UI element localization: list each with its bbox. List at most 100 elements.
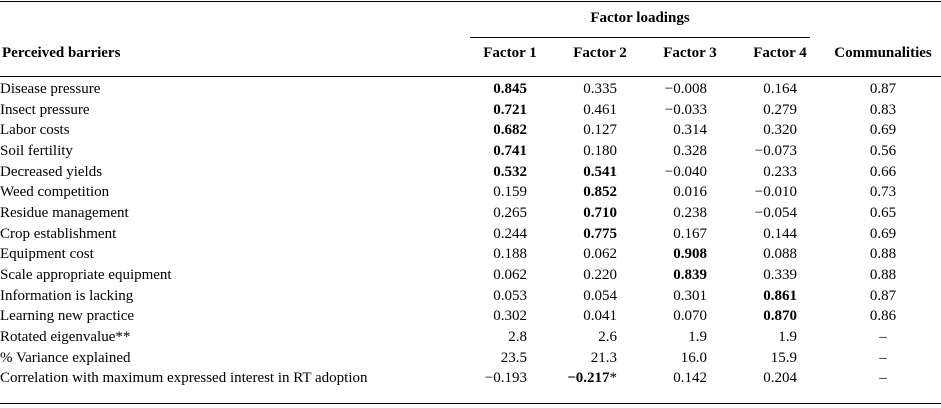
cell-value: 0.845 <box>493 80 527 97</box>
cell-value: 0.852 <box>583 184 617 201</box>
cell: 0.142 <box>673 370 707 387</box>
top-rule <box>0 1 941 2</box>
cell: −0.054 <box>754 204 797 221</box>
cell: – <box>879 370 887 387</box>
cell: 0.220 <box>583 267 617 284</box>
cell: 1.9 <box>688 329 707 346</box>
row-label: Crop establishment <box>0 225 117 242</box>
column-header: Perceived barriers <box>2 45 121 61</box>
table-row: Disease pressure 0.845 0.335 −0.008 0.164 0.8… <box>0 79 941 100</box>
cell-value: 0.721 <box>493 101 527 118</box>
cell: 0.204 <box>763 370 797 387</box>
cell: −0.033 <box>664 101 707 118</box>
bottom-rule <box>0 403 941 404</box>
footnote-mark: * <box>609 370 618 387</box>
cell: 0.87 <box>869 80 897 97</box>
row-label: Soil fertility <box>0 142 73 159</box>
cell: 0.339 <box>763 267 797 284</box>
table-row: Weed competition 0.159 0.852 0.016 −0.010 0.7… <box>0 182 941 203</box>
table-row: Crop establishment 0.244 0.775 0.167 0.144 0.… <box>0 224 941 245</box>
cell: 0.532 <box>465 162 555 183</box>
cell: 0.062 <box>583 246 617 263</box>
cell: 0.88 <box>869 246 897 263</box>
cell: 0.180 <box>583 142 617 159</box>
row-label: Decreased yields <box>0 163 103 180</box>
cell: 0.335 <box>583 80 617 97</box>
row-label: % Variance explained <box>0 349 131 366</box>
row-label: Information is lacking <box>0 287 134 304</box>
column-header: Factor 4 <box>753 45 807 61</box>
cell: 0.301 <box>673 287 707 304</box>
cell-value: 0.775 <box>583 225 617 242</box>
cell: 0.279 <box>763 101 797 118</box>
cell: −0.040 <box>664 163 707 180</box>
row-label: Correlation with maximum expressed inter… <box>0 370 368 387</box>
cell-value: −0.217 <box>567 370 610 387</box>
row-label: Weed competition <box>0 184 110 201</box>
cell-value: 0.682 <box>493 122 527 139</box>
cell: – <box>879 349 887 366</box>
table-row: Residue management 0.265 0.710 0.238 −0.054 0… <box>0 203 941 224</box>
cell: 0.86 <box>869 308 897 325</box>
row-label: Disease pressure <box>0 80 101 97</box>
row-label: Scale appropriate equipment <box>0 267 172 284</box>
table-row: Decreased yields 0.532 0.541 −0.040 0.233 0.6… <box>0 162 941 183</box>
cell: 0.741 <box>465 141 555 162</box>
cell-value: 0.908 <box>673 246 707 263</box>
row-label: Insect pressure <box>0 101 90 118</box>
cell: 0.775 <box>555 224 645 245</box>
column-header: Factor 2 <box>573 45 627 61</box>
cell: 0.127 <box>583 122 617 139</box>
cell: 0.188 <box>493 246 527 263</box>
cell: 0.908 <box>645 245 735 266</box>
cell: – <box>879 329 887 346</box>
cell: 0.710 <box>555 203 645 224</box>
cell: 0.320 <box>763 122 797 139</box>
cell: 0.852 <box>555 182 645 203</box>
table-row: Insect pressure 0.721 0.461 −0.033 0.279 0.83 <box>0 100 941 121</box>
table-row: Learning new practice 0.302 0.041 0.070 0.87… <box>0 307 941 328</box>
table-row: Equipment cost 0.188 0.062 0.908 0.088 0.88 <box>0 245 941 266</box>
cell: 2.6 <box>598 329 617 346</box>
column-header: Communalities <box>834 45 932 61</box>
cell: 21.3 <box>590 349 617 366</box>
cell: 0.56 <box>869 142 897 159</box>
cell: 0.054 <box>583 287 617 304</box>
cell: 0.541 <box>555 162 645 183</box>
cell: 0.845 <box>465 79 555 100</box>
cell: 0.682 <box>465 120 555 141</box>
cell: 0.314 <box>673 122 707 139</box>
cell: 0.070 <box>673 308 707 325</box>
cell: 1.9 <box>778 329 797 346</box>
cell: −0.193 <box>484 370 527 387</box>
cell: 0.65 <box>869 204 897 221</box>
header-rule <box>0 76 941 77</box>
cell: −0.217* <box>555 369 645 390</box>
row-label: Learning new practice <box>0 308 135 325</box>
cell: 0.062 <box>493 267 527 284</box>
cell-value: 0.532 <box>493 163 527 180</box>
table-row: % Variance explained 23.5 21.3 16.0 15.9 – <box>0 348 941 369</box>
cell: 16.0 <box>680 349 707 366</box>
cell: 0.088 <box>763 246 797 263</box>
cell: 0.167 <box>673 225 707 242</box>
cell: 0.721 <box>465 100 555 121</box>
cell: −0.073 <box>754 142 797 159</box>
cell: 0.016 <box>673 184 707 201</box>
cell: 0.83 <box>869 101 897 118</box>
row-label: Labor costs <box>0 122 70 139</box>
cell-value: 0.541 <box>583 163 617 180</box>
cell: 0.144 <box>763 225 797 242</box>
cell: 0.244 <box>493 225 527 242</box>
cell: 0.69 <box>869 122 897 139</box>
cell: 15.9 <box>770 349 797 366</box>
cell-value: 0.870 <box>763 308 797 325</box>
row-label: Equipment cost <box>0 246 94 263</box>
cell: 0.73 <box>869 184 897 201</box>
row-label: Rotated eigenvalue** <box>0 329 131 346</box>
cell: 0.461 <box>583 101 617 118</box>
cell: 0.328 <box>673 142 707 159</box>
cell: 0.87 <box>869 287 897 304</box>
cell: 0.233 <box>763 163 797 180</box>
